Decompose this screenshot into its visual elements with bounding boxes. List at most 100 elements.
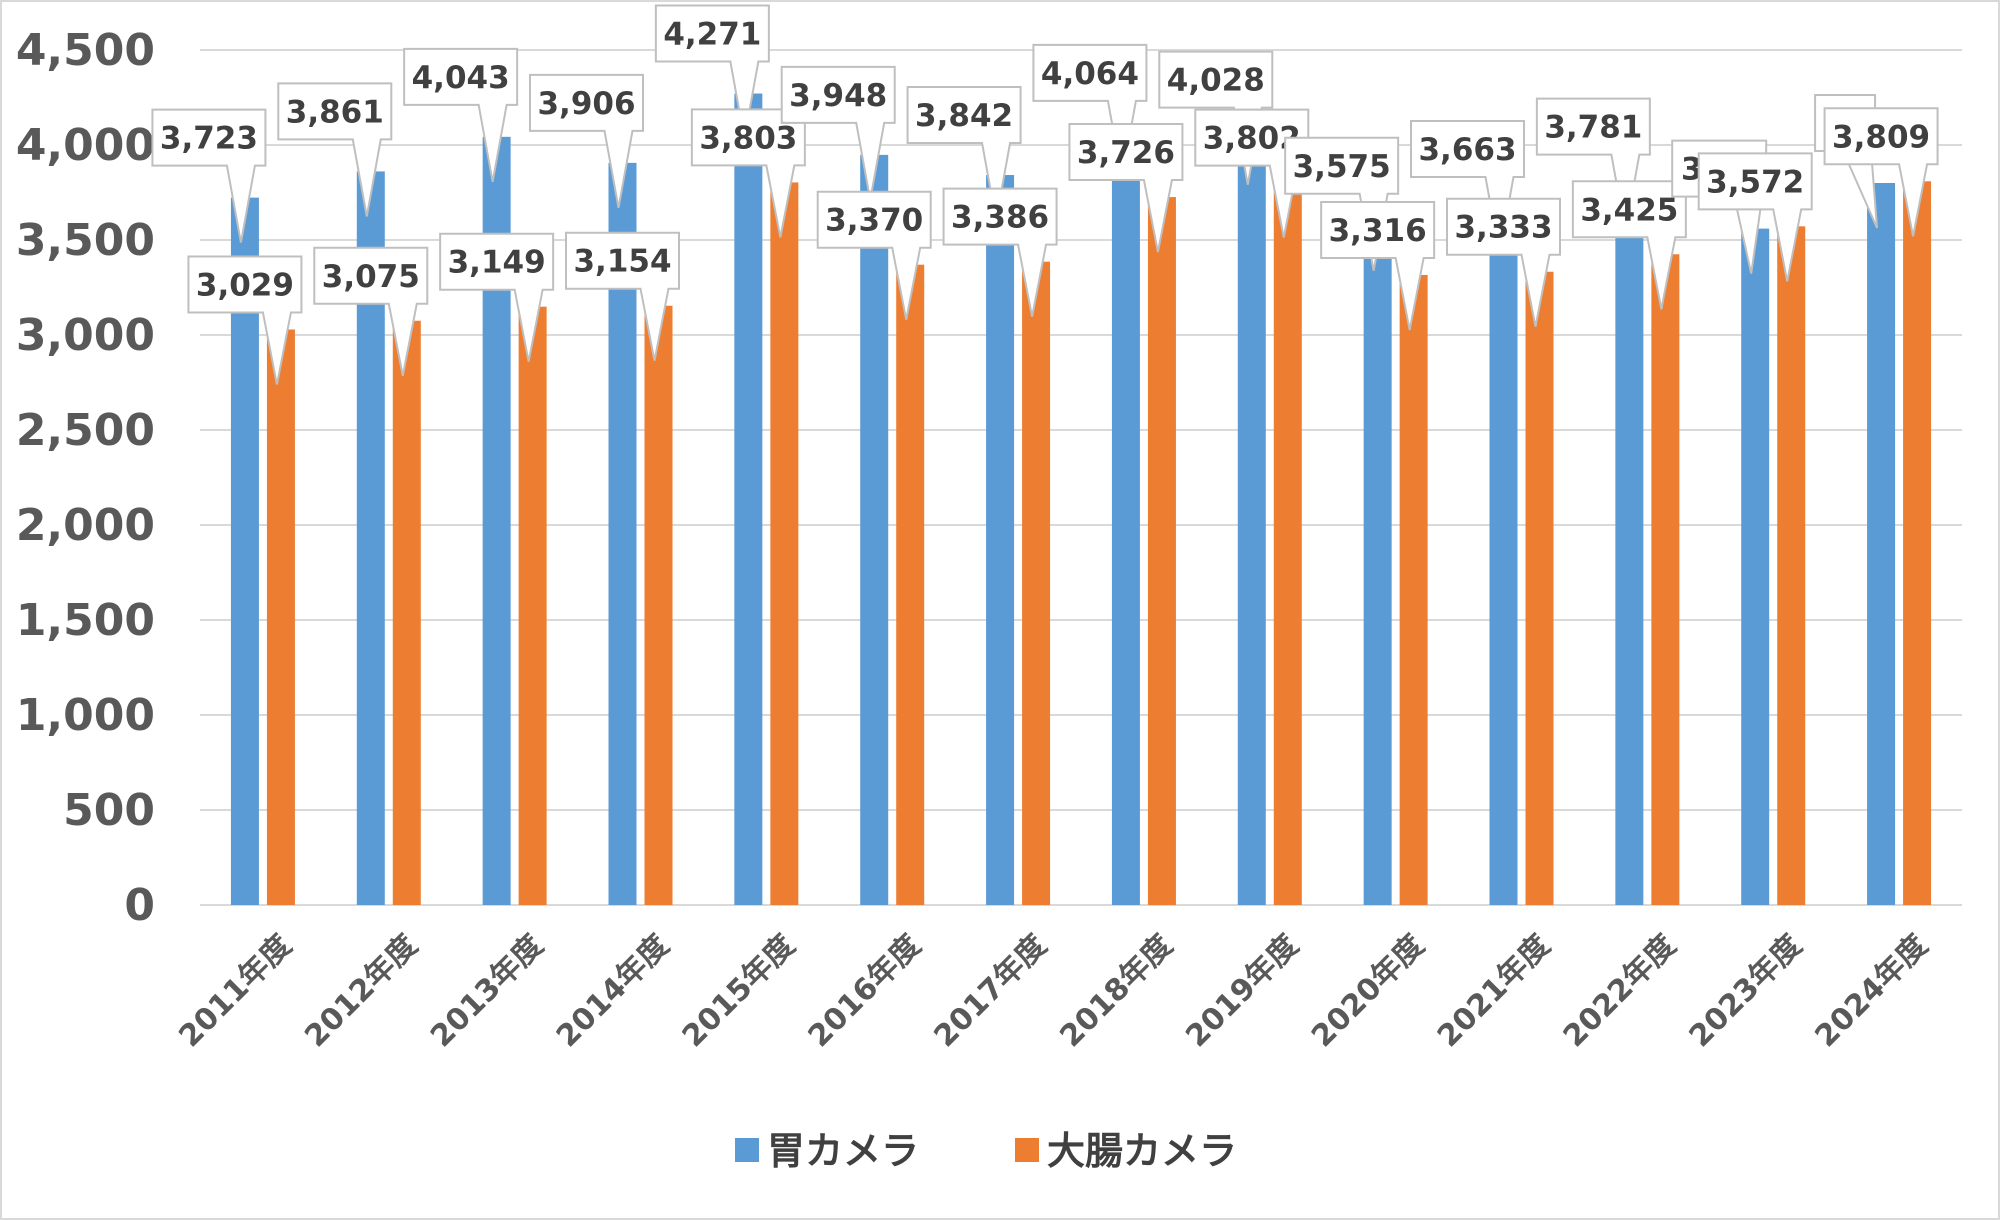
- data-label-callout: [151, 108, 267, 243]
- data-label-text: 3,842: [915, 98, 1013, 134]
- y-tick-label: 1,500: [16, 595, 155, 646]
- legend[interactable]: 胃カメラ 大腸カメラ: [735, 1129, 1237, 1173]
- data-label: 3,809: [1823, 107, 1939, 237]
- bar-colon: [1273, 182, 1302, 905]
- y-tick-label: 4,500: [16, 25, 155, 76]
- data-label: 3,723: [151, 108, 267, 243]
- data-label-callout: [187, 255, 303, 385]
- data-label-text: 3,663: [1418, 132, 1516, 168]
- data-labels: 3,723 3,029 3,861 3,075 4,043 3,149 3,906 3,154…: [151, 4, 1939, 385]
- legend-swatch: [1015, 1138, 1039, 1162]
- bar-stomach: [1489, 209, 1518, 905]
- x-tick-label: 2012年度: [298, 928, 424, 1054]
- data-label-text: 3,781: [1544, 110, 1642, 146]
- data-label-text: 3,154: [573, 244, 671, 280]
- data-label-callout: [654, 4, 770, 139]
- data-label-callout: [1823, 107, 1939, 237]
- data-label: 3,948: [780, 65, 896, 201]
- data-label-text: 3,575: [1293, 149, 1391, 185]
- data-label-text: 3,029: [196, 267, 294, 303]
- data-label: 3,333: [1446, 197, 1561, 327]
- bar-stomach: [986, 175, 1015, 905]
- y-tick-label: 2,000: [16, 500, 155, 551]
- data-label: 3,316: [1320, 200, 1436, 331]
- y-tick-label: 3,000: [16, 310, 155, 361]
- data-label: 3,803: [690, 108, 806, 238]
- data-label: 3,802: [1194, 108, 1310, 238]
- legend-label: 胃カメラ: [767, 1129, 919, 1173]
- data-label: 3,075: [313, 246, 429, 376]
- x-tick-label: 2016年度: [802, 928, 928, 1054]
- bar-colon: [644, 305, 673, 905]
- data-label: 3,861: [277, 82, 393, 217]
- bar-stomach: [1237, 139, 1266, 905]
- data-label: 4,271: [654, 4, 770, 139]
- data-label-text: 3,572: [1706, 164, 1804, 200]
- bar-colon: [1777, 226, 1806, 905]
- data-label-text: 3,370: [825, 203, 923, 239]
- bars: [230, 93, 1932, 906]
- data-label-text: 3,809: [1832, 119, 1930, 155]
- data-label-callout: [565, 231, 680, 361]
- bar-colon: [896, 264, 925, 905]
- bar-colon: [266, 329, 295, 905]
- legend-item[interactable]: 胃カメラ: [735, 1129, 919, 1173]
- data-label-text: 3,149: [448, 245, 546, 281]
- data-label-text: 3,075: [322, 259, 420, 295]
- data-label: 3,029: [187, 255, 303, 385]
- x-tick-label: 2018年度: [1053, 928, 1179, 1054]
- data-label-callout: [1068, 123, 1184, 253]
- bar-colon: [1903, 181, 1932, 906]
- data-label-text: 3,316: [1329, 213, 1427, 249]
- y-tick-label: 1,000: [16, 690, 155, 741]
- x-tick-label: 2024年度: [1809, 928, 1935, 1054]
- data-label-callout: [1194, 108, 1310, 238]
- data-label-text: 3,948: [789, 78, 887, 114]
- data-label-text: 4,064: [1041, 56, 1139, 92]
- y-tick-label: 2,500: [16, 405, 155, 456]
- data-label-callout: [277, 82, 393, 217]
- data-label-callout: [1697, 152, 1813, 282]
- bar-stomach: [734, 93, 763, 905]
- data-label: 4,043: [403, 47, 519, 183]
- data-label-callout: [313, 246, 429, 376]
- x-tick-label: 2011年度: [172, 928, 298, 1054]
- bar-stomach: [1363, 225, 1392, 905]
- bar-colon: [1022, 261, 1051, 905]
- data-label-text: 4,271: [663, 17, 761, 53]
- data-label-callout: [942, 187, 1058, 317]
- x-tick-label: 2021年度: [1431, 928, 1557, 1054]
- data-label: 3,572: [1697, 152, 1813, 282]
- data-label-text: 4,043: [412, 60, 510, 96]
- data-label-callout: [403, 47, 519, 183]
- data-label-callout: [906, 86, 1022, 221]
- data-label-text: 3,906: [537, 86, 635, 122]
- data-label: 3,425: [1571, 180, 1687, 310]
- bar-colon: [1525, 271, 1554, 906]
- legend-swatch: [735, 1138, 759, 1162]
- bar-colon: [1147, 197, 1176, 905]
- data-label-text: 3,726: [1077, 135, 1175, 171]
- data-label-callout: [816, 190, 932, 320]
- data-label: 3,726: [1068, 123, 1184, 253]
- bar-stomach: [1741, 228, 1770, 906]
- data-label: 3,154: [565, 231, 680, 361]
- data-label-callout: [439, 232, 555, 362]
- bar-stomach: [230, 197, 259, 905]
- x-tick-label: 2013年度: [424, 928, 550, 1054]
- data-label-text: 4,028: [1167, 63, 1265, 99]
- x-axis: 2011年度 2012年度 2013年度 2014年度 2015年度 2016年度 2017…: [172, 928, 1934, 1054]
- bar-colon: [392, 320, 421, 905]
- data-label: 3,149: [439, 232, 555, 362]
- y-tick-label: 3,500: [16, 215, 155, 266]
- bar-stomach: [1615, 186, 1644, 906]
- bar-stomach: [1867, 183, 1896, 905]
- x-tick-label: 2019年度: [1179, 928, 1305, 1054]
- x-tick-label: 2014年度: [550, 928, 676, 1054]
- x-tick-label: 2015年度: [676, 928, 802, 1054]
- x-tick-label: 2022年度: [1557, 928, 1683, 1054]
- legend-item[interactable]: 大腸カメラ: [1015, 1129, 1237, 1173]
- x-tick-label: 2017年度: [928, 928, 1054, 1054]
- legend-label: 大腸カメラ: [1047, 1129, 1237, 1173]
